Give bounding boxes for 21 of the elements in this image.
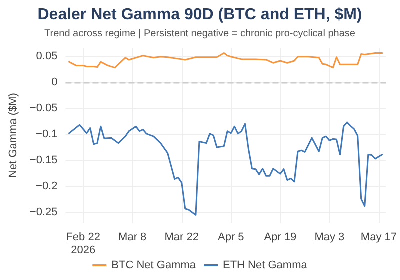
line-series xyxy=(68,122,384,216)
line-series xyxy=(68,52,384,69)
legend-label: BTC Net Gamma xyxy=(112,260,197,272)
x-tick-label: Apr 5 xyxy=(218,232,244,244)
y-tick-label: −0.1 xyxy=(36,128,58,140)
y-tick-label: 0.05 xyxy=(36,50,58,62)
y-tick-label: 0 xyxy=(52,76,58,88)
y-axis-title: Net Gamma ($M) xyxy=(8,93,20,178)
legend-label: ETH Net Gamma xyxy=(223,260,308,272)
x-tick-label: Mar 8 xyxy=(118,232,147,244)
chart-title: Dealer Net Gamma 90D (BTC and ETH, $M) xyxy=(38,6,362,24)
x-tick-label: Apr 19 xyxy=(264,232,297,244)
y-tick-label: −0.25 xyxy=(30,206,58,219)
x-tick-label: Feb 22 2026 xyxy=(66,232,100,256)
x-tick-label: May 17 xyxy=(360,232,397,244)
x-tick-label: May 3 xyxy=(314,232,345,244)
x-tick-label: Mar 22 xyxy=(164,232,199,244)
y-tick-label: −0.05 xyxy=(30,102,58,114)
y-tick-label: −0.2 xyxy=(36,180,58,193)
chart-subtitle: Trend across regime | Persistent negative = chronic pro-cyclical phase xyxy=(44,28,356,40)
y-tick-label: −0.15 xyxy=(30,154,58,166)
